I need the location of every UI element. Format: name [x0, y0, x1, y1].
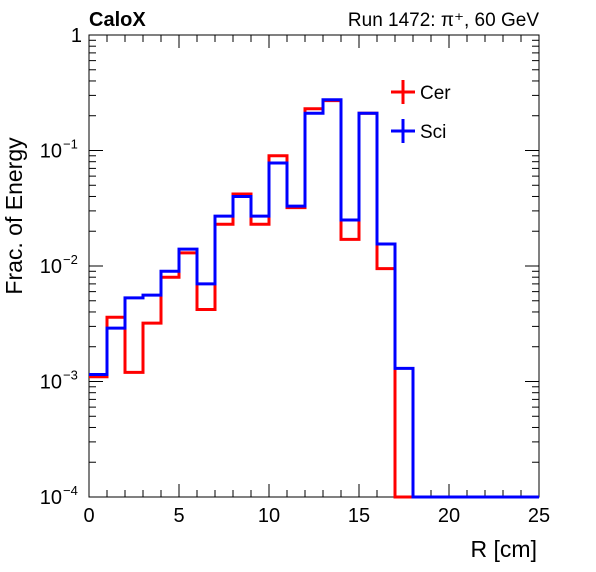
- x-tick-label: 20: [438, 505, 460, 527]
- x-tick-label: 0: [83, 505, 94, 527]
- y-tick-label: 10: [40, 372, 62, 394]
- legend-label-sci: Sci: [420, 122, 446, 143]
- x-tick-label: 25: [528, 505, 550, 527]
- y-tick-label: 10: [40, 256, 62, 278]
- legend: Cer Sci: [391, 80, 451, 143]
- plot-border: [88, 34, 540, 498]
- y-tick-exponent: −4: [63, 483, 78, 498]
- y-tick-exponent: −2: [63, 252, 78, 267]
- y-tick-label: 10: [40, 487, 62, 509]
- axis-ticks: [88, 34, 540, 498]
- series-cer-line: [89, 99, 539, 499]
- series-sci-line: [89, 98, 539, 499]
- y-tick-label: 1: [71, 25, 82, 47]
- y-axis-title: Frac. of Energy: [1, 137, 27, 295]
- x-tick-label: 10: [258, 505, 280, 527]
- series-layer: [89, 98, 539, 499]
- plot-frame: [88, 34, 540, 498]
- x-tick-label: 15: [348, 505, 370, 527]
- legend-label-cer: Cer: [420, 83, 451, 104]
- x-tick-label: 5: [173, 505, 184, 527]
- y-tick-label: 10: [40, 141, 62, 163]
- y-tick-exponent: −3: [63, 368, 78, 383]
- chart-title-left: CaloX: [89, 9, 146, 31]
- y-tick-exponent: −1: [63, 137, 78, 152]
- x-axis-title: R [cm]: [471, 536, 537, 562]
- chart-title-right: Run 1472: π⁺, 60 GeV: [348, 10, 539, 31]
